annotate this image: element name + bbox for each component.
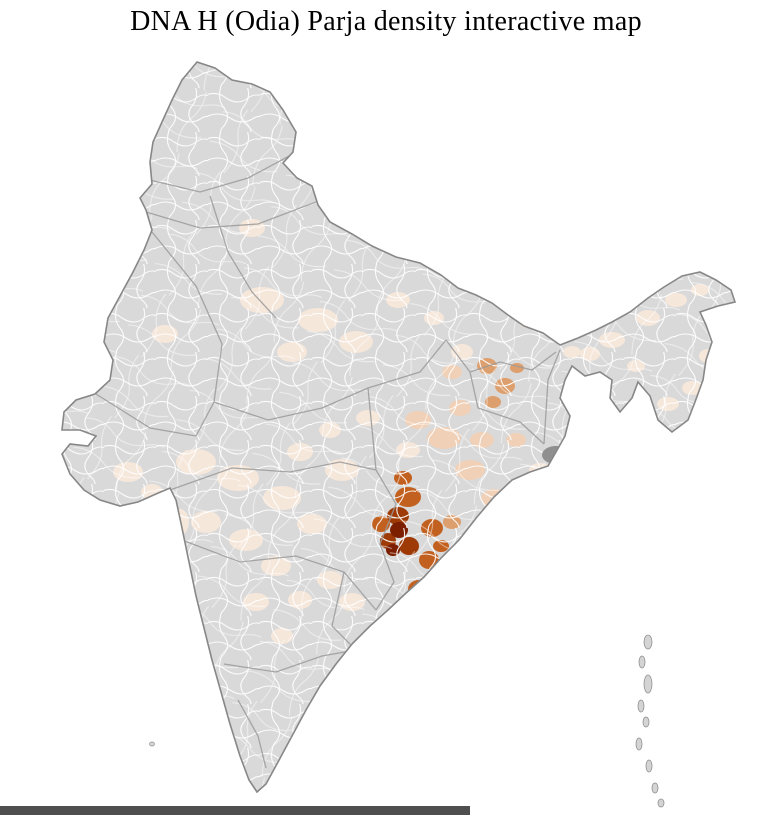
india-outline (61, 61, 737, 794)
page-title: DNA H (Odia) Parja density interactive m… (130, 6, 642, 37)
lakshadweep-islands[interactable] (149, 741, 155, 747)
state-borders (95, 153, 561, 769)
delta-gray-patch (542, 446, 588, 472)
andaman-nicobar-islands[interactable] (635, 634, 665, 808)
bottom-scrollbar[interactable] (0, 806, 470, 815)
